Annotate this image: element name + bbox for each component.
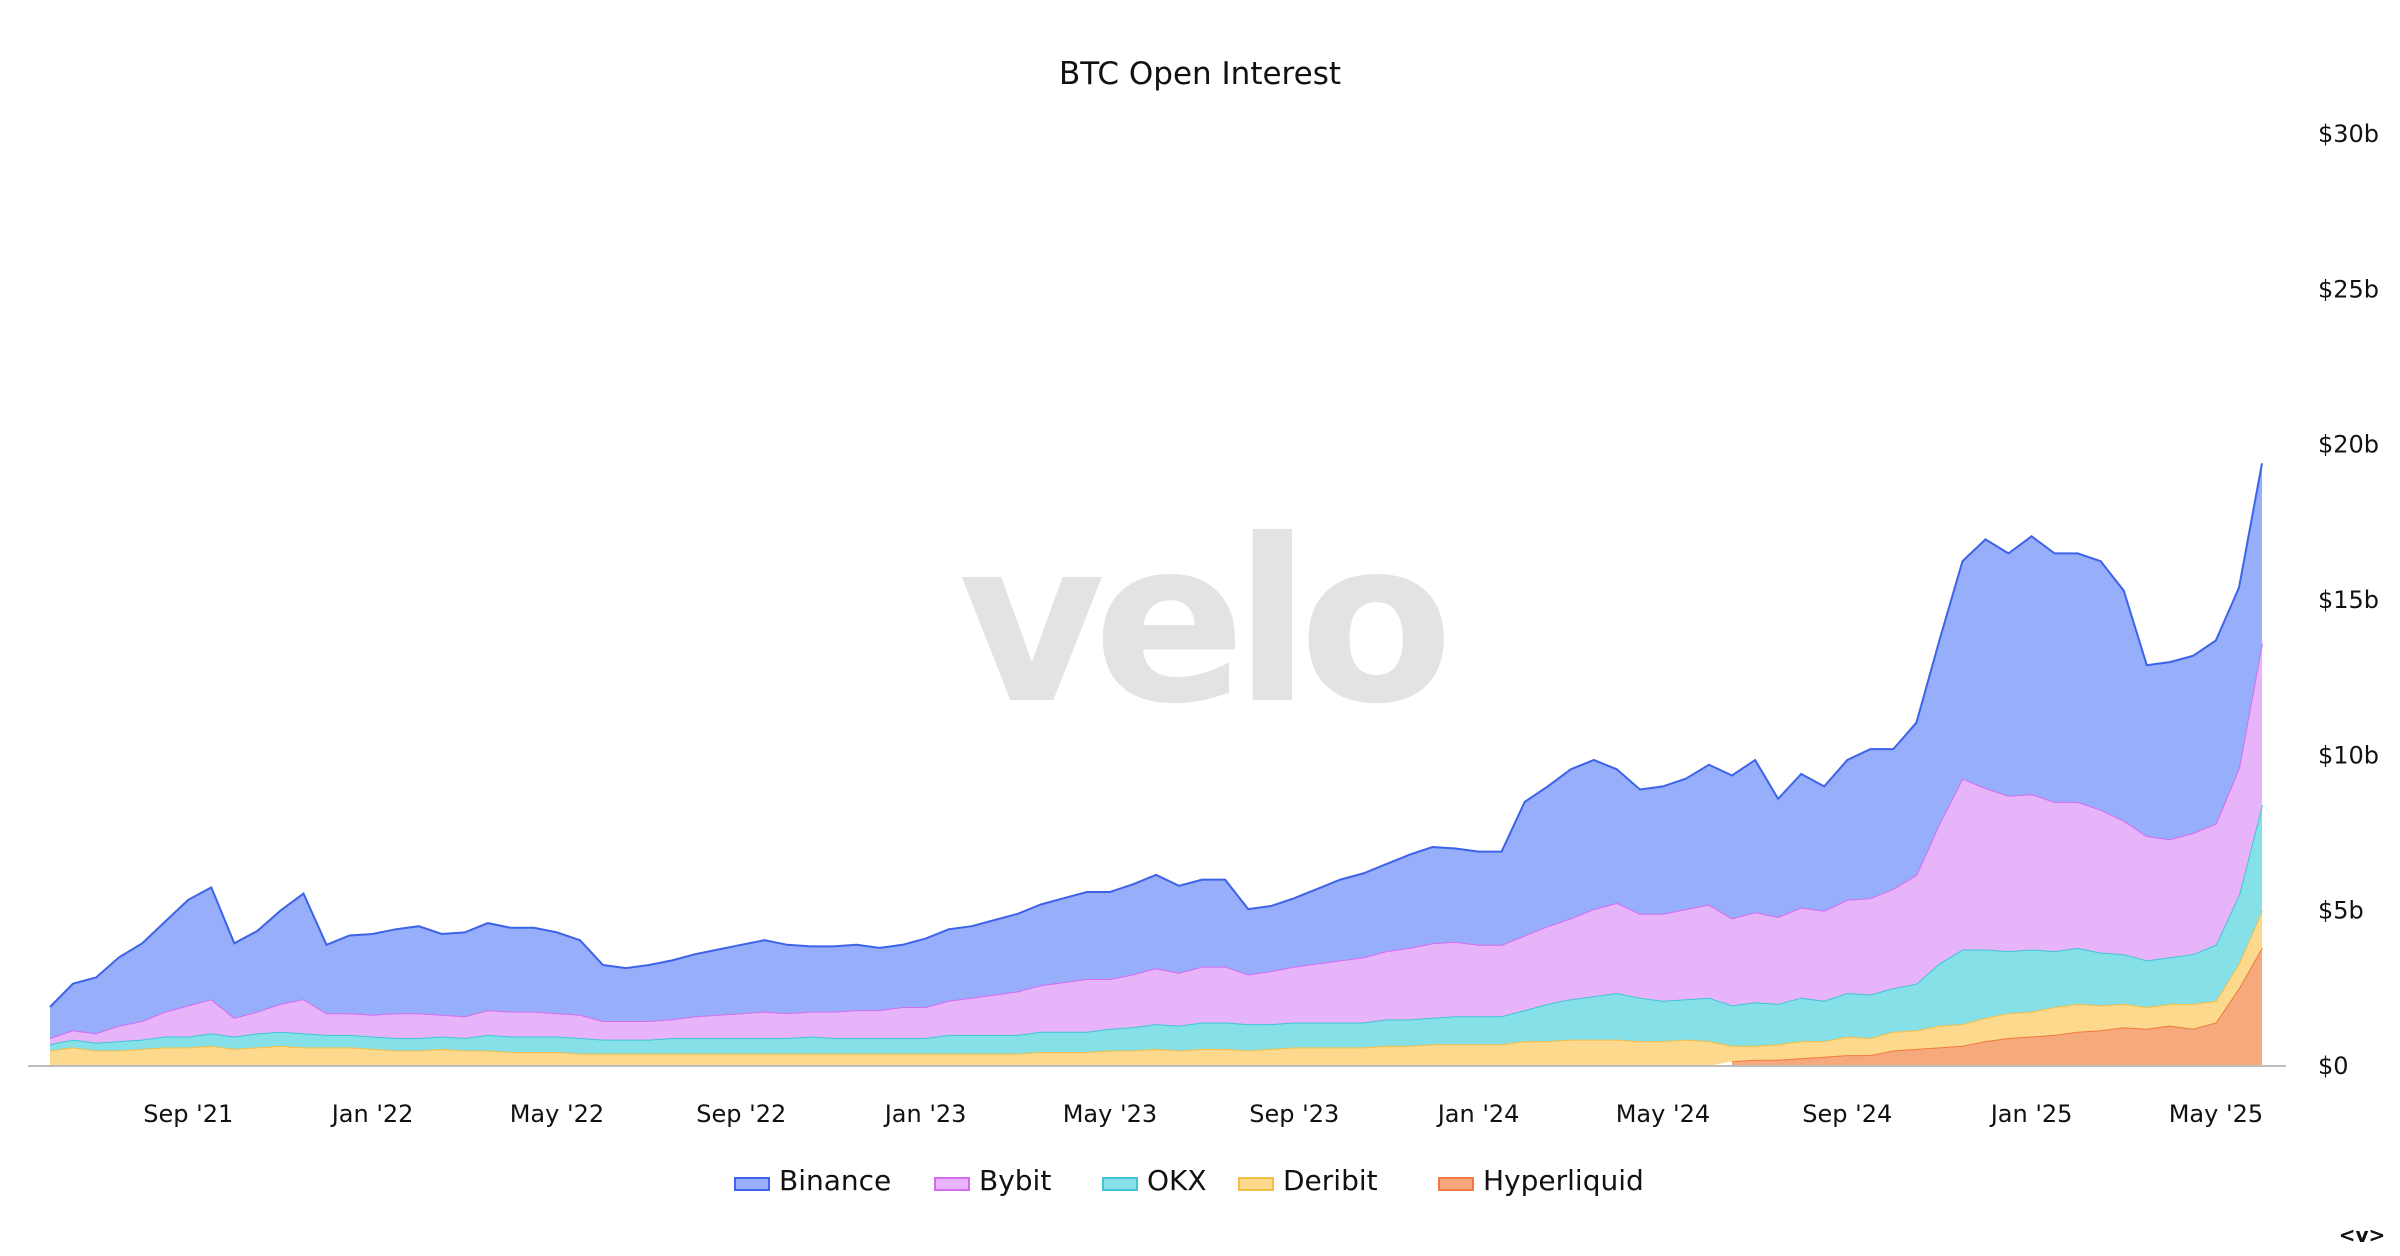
x-tick-label: Sep '21 <box>143 1100 233 1128</box>
y-tick-label: $5b <box>2318 897 2364 925</box>
legend-swatch <box>1238 1177 1274 1191</box>
chart-title: BTC Open Interest <box>1059 56 1341 92</box>
area-bybit <box>50 643 2262 1045</box>
x-tick-label: Sep '23 <box>1249 1100 1339 1128</box>
y-tick-label: $10b <box>2318 741 2379 769</box>
area-deribit <box>50 910 2262 1066</box>
y-tick-label: $15b <box>2318 586 2379 614</box>
legend-label: Hyperliquid <box>1483 1164 1644 1197</box>
y-tick-label: $25b <box>2318 275 2379 303</box>
legend: Binance Bybit OKX Deribit Hyperliquid <box>734 1164 1644 1197</box>
y-axis: $0 $5b $10b $15b $20b $25b $30b <box>2318 120 2379 1080</box>
legend-item-hyperliquid[interactable]: Hyperliquid <box>1438 1164 1644 1197</box>
legend-label: Deribit <box>1283 1164 1378 1197</box>
legend-item-deribit[interactable]: Deribit <box>1238 1164 1378 1197</box>
x-tick-label: Sep '24 <box>1802 1100 1892 1128</box>
x-tick-label: May '23 <box>1063 1100 1157 1128</box>
line-hyperliquid <box>1731 947 2263 1063</box>
y-tick-label: $30b <box>2318 120 2379 148</box>
x-tick-label: Jan '24 <box>1436 1100 1520 1128</box>
legend-swatch <box>1438 1177 1474 1191</box>
area-hyperliquid <box>1732 947 2262 1066</box>
legend-item-bybit[interactable]: Bybit <box>934 1164 1051 1197</box>
x-tick-label: Jan '25 <box>1989 1100 2073 1128</box>
x-tick-label: Jan '23 <box>883 1100 967 1128</box>
y-tick-label: $0 <box>2318 1052 2349 1080</box>
legend-swatch <box>934 1177 970 1191</box>
y-tick-label: $20b <box>2318 431 2379 459</box>
legend-swatch <box>734 1177 770 1191</box>
legend-item-okx[interactable]: OKX <box>1102 1164 1207 1197</box>
line-binance <box>49 463 2263 1008</box>
area-series-group <box>49 463 2263 1066</box>
legend-label: OKX <box>1147 1164 1207 1197</box>
legend-swatch <box>1102 1177 1138 1191</box>
watermark: velo <box>959 492 1444 754</box>
legend-label: Binance <box>779 1164 891 1197</box>
x-tick-label: May '22 <box>510 1100 604 1128</box>
area-binance <box>50 463 2262 1038</box>
nav-arrows-icon[interactable]: <v> <box>2339 1223 2386 1247</box>
x-axis: Sep '21 Jan '22 May '22 Sep '22 Jan '23 May '… <box>143 1100 2263 1128</box>
x-tick-label: Jan '22 <box>330 1100 414 1128</box>
legend-item-binance[interactable]: Binance <box>734 1164 891 1197</box>
x-tick-label: May '24 <box>1616 1100 1710 1128</box>
legend-label: Bybit <box>979 1164 1051 1197</box>
x-tick-label: Sep '22 <box>696 1100 786 1128</box>
x-tick-label: May '25 <box>2169 1100 2263 1128</box>
